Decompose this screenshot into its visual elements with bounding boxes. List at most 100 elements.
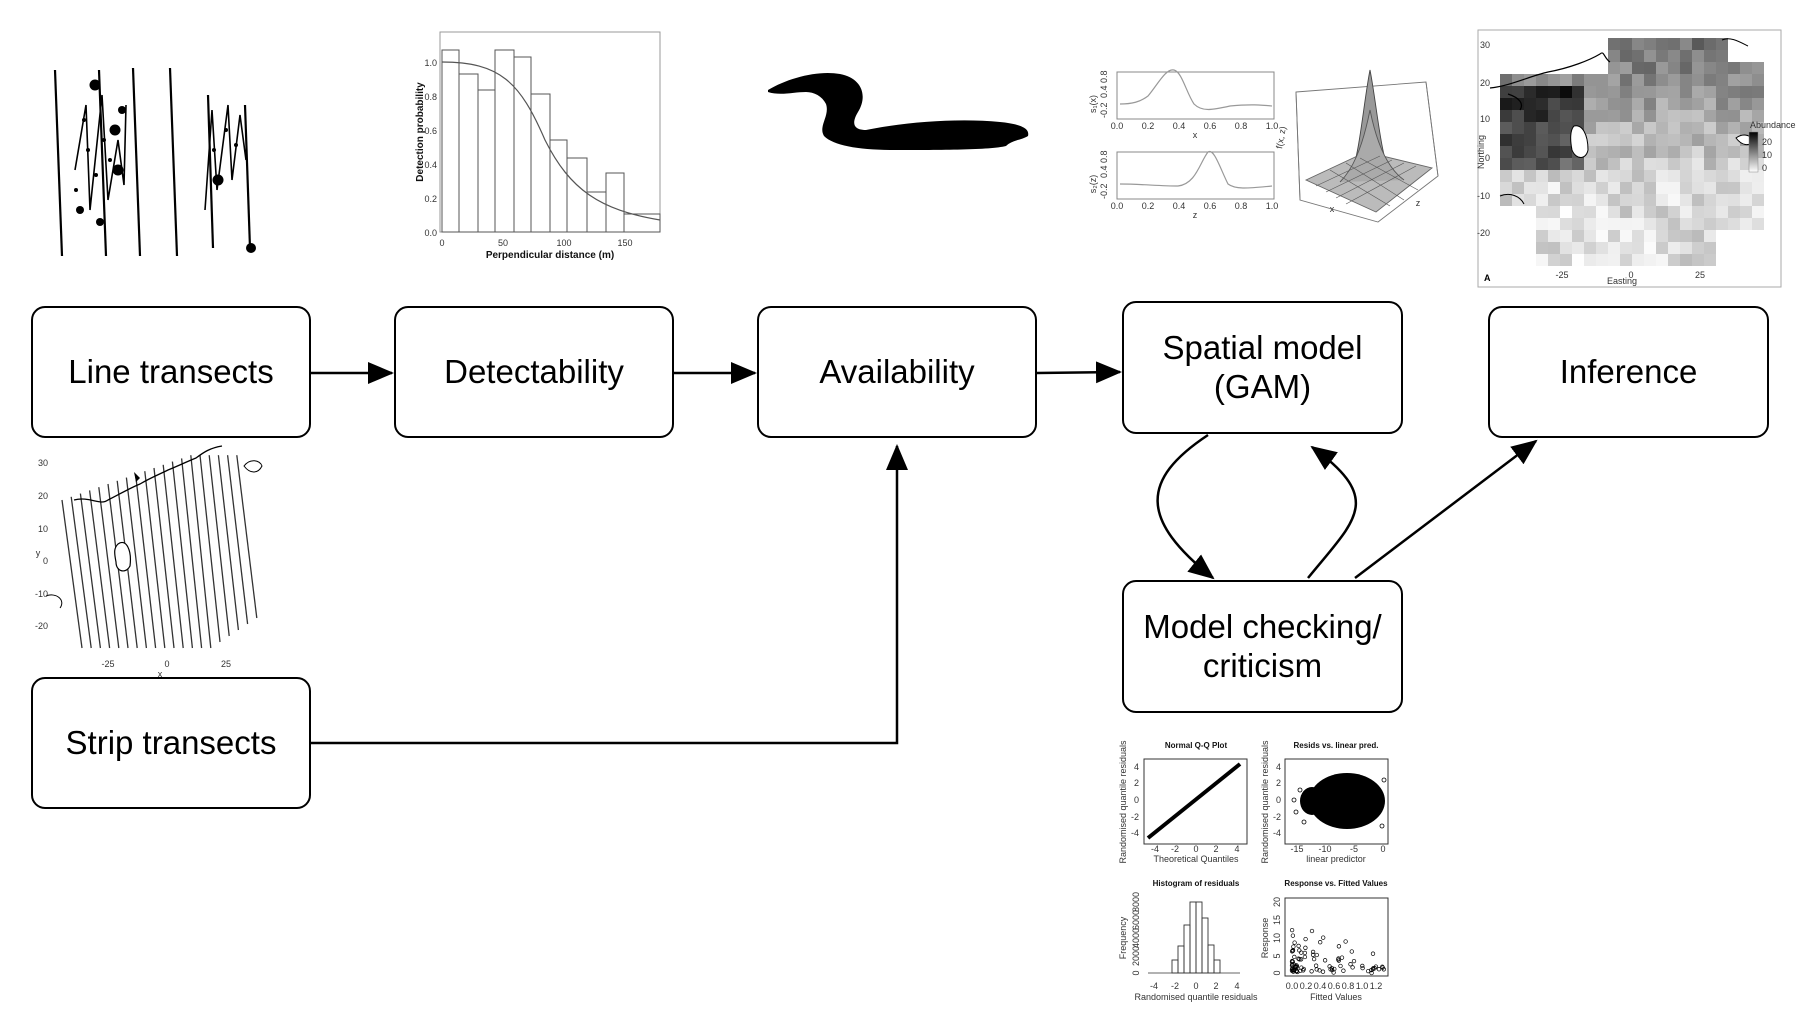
abundance-cell (1584, 110, 1596, 122)
abundance-cell (1524, 182, 1536, 194)
abundance-cell (1620, 230, 1632, 242)
abundance-cell (1548, 122, 1560, 134)
abundance-cell (1548, 134, 1560, 146)
strip-xlabel: x (158, 669, 163, 679)
rf-xtick: 0.2 (1300, 981, 1313, 991)
abundance-cell (1632, 206, 1644, 218)
abund-xtick: -25 (1555, 270, 1568, 280)
abundance-cell (1704, 170, 1716, 182)
rf-xtick: 0.4 (1314, 981, 1327, 991)
s2-ytick: 0.4 (1099, 165, 1109, 178)
abundance-cell (1644, 158, 1656, 170)
abundance-cell (1524, 122, 1536, 134)
fitted-response-point (1297, 957, 1302, 962)
abundance-cell (1680, 206, 1692, 218)
abundance-cell (1716, 146, 1728, 158)
abundance-cell (1596, 86, 1608, 98)
abundance-cell (1680, 170, 1692, 182)
fitted-response-point (1299, 965, 1304, 970)
arrow-avail-to-spatial (1036, 361, 1122, 384)
fitted-response-point (1296, 943, 1301, 949)
abundance-cell (1668, 98, 1680, 110)
arrow-check-to-inference (1354, 439, 1538, 579)
abundance-cell (1548, 194, 1560, 206)
abundance-cell (1560, 134, 1572, 146)
abundance-cell (1560, 254, 1572, 266)
s1-xtick: 0.6 (1204, 121, 1217, 131)
s2-ytick: -0.2 (1099, 183, 1109, 199)
abundance-cell (1620, 194, 1632, 206)
abundance-cell (1512, 86, 1524, 98)
node-detectability[interactable]: Detectability (394, 306, 674, 438)
node-model-checking[interactable]: Model checking/ criticism (1122, 580, 1403, 713)
strip-transect-line (226, 455, 249, 625)
s1-xtick: 0.0 (1111, 121, 1124, 131)
fitted-response-point (1290, 962, 1295, 967)
strip-xtick: 0 (164, 659, 169, 669)
hist-ytick: 6000 (1131, 910, 1141, 930)
strip-transect-line (98, 487, 120, 649)
abundance-cell (1716, 38, 1728, 50)
surface-xlabel: x (1330, 204, 1335, 214)
fitted-response-point (1321, 935, 1326, 940)
abundance-cell (1680, 242, 1692, 254)
rf-ytick: 20 (1272, 897, 1282, 907)
s1-xtick: 1.0 (1266, 121, 1279, 131)
fitted-response-point (1297, 948, 1302, 953)
abundance-cell (1572, 170, 1584, 182)
qq-ytick: -2 (1131, 812, 1139, 822)
s2-xtick: 0.2 (1142, 201, 1155, 211)
abundance-cell (1656, 158, 1668, 170)
fitted-response-point (1348, 962, 1353, 967)
abundance-cell (1716, 86, 1728, 98)
abundance-cell (1632, 146, 1644, 158)
abundance-cell (1548, 74, 1560, 86)
abundance-cell (1536, 98, 1548, 110)
node-line-transects[interactable]: Line transects (31, 306, 311, 438)
fitted-response-point (1339, 955, 1345, 960)
abundance-cell (1500, 74, 1512, 86)
abundance-cell (1632, 158, 1644, 170)
abundance-cell (1680, 146, 1692, 158)
node-inference[interactable]: Inference (1488, 306, 1769, 438)
abundance-cell (1692, 242, 1704, 254)
abundance-cell (1680, 194, 1692, 206)
abundance-cell (1704, 182, 1716, 194)
abundance-cell (1560, 110, 1572, 122)
abundance-cell (1548, 146, 1560, 158)
hist-xtick: 4 (1234, 981, 1239, 991)
node-availability[interactable]: Availability (757, 306, 1037, 438)
abundance-cell (1596, 158, 1608, 170)
abundance-cell (1548, 254, 1560, 266)
qq-ytick: 2 (1134, 778, 1139, 788)
node-strip-transects[interactable]: Strip transects (31, 677, 311, 809)
strip-transect-line (134, 474, 157, 649)
node-spatial-model[interactable]: Spatial model (GAM) (1122, 301, 1403, 434)
abundance-cell (1524, 98, 1536, 110)
hist-xtick: -2 (1171, 981, 1179, 991)
fitted-response-point (1313, 963, 1319, 968)
abundance-cell (1620, 62, 1632, 74)
abundance-cell (1632, 134, 1644, 146)
rl-ytick: -4 (1273, 828, 1281, 838)
abundance-cell (1500, 146, 1512, 158)
line-transect-sketch (53, 67, 256, 257)
abundance-cell (1596, 230, 1608, 242)
abundance-cell (1704, 38, 1716, 50)
rf-xtick: 0.0 (1286, 981, 1299, 991)
abundance-cell (1728, 218, 1740, 230)
rf-ytick: 15 (1272, 915, 1282, 925)
fitted-response-point (1380, 965, 1385, 970)
abundance-cell (1572, 182, 1584, 194)
abundance-cell (1704, 242, 1716, 254)
abundance-cell (1536, 86, 1548, 98)
abundance-cell (1728, 98, 1740, 110)
rl-xtick: -10 (1318, 844, 1331, 854)
abundance-cell (1620, 86, 1632, 98)
abundance-cell (1524, 170, 1536, 182)
abundance-cell (1692, 146, 1704, 158)
abundance-cell (1512, 146, 1524, 158)
abundance-cell (1692, 194, 1704, 206)
abundance-cell (1668, 206, 1680, 218)
